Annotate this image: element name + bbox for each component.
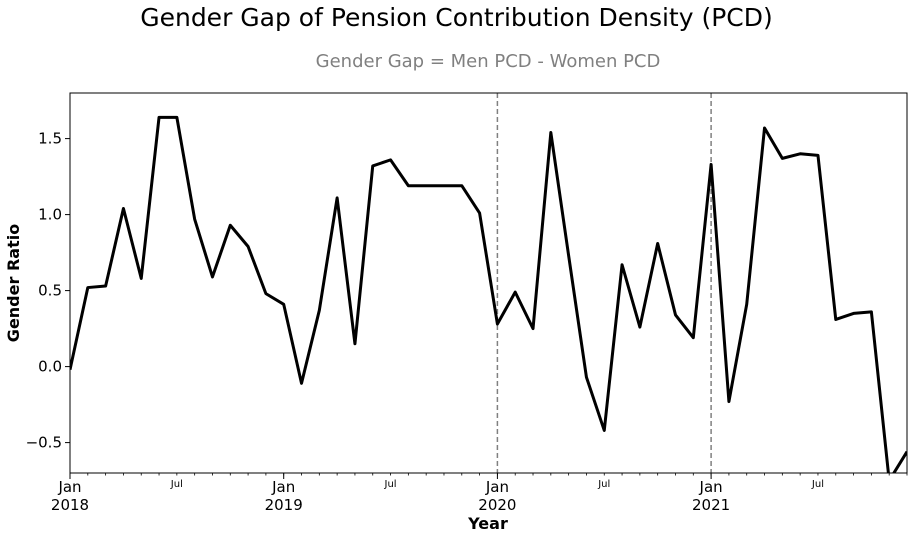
x-tick-month: Jan [57, 478, 81, 496]
y-axis-title: Gender Ratio [4, 224, 23, 342]
x-tick-year: 2021 [692, 496, 730, 514]
y-tick-label: 1.0 [38, 206, 62, 224]
chart-title: Gender Gap of Pension Contribution Densi… [140, 3, 773, 32]
reference-lines [496, 93, 712, 473]
y-tick-label: 1.5 [38, 130, 62, 148]
x-tick-month: Jan [271, 478, 295, 496]
series-layer [70, 115, 907, 473]
y-axis: −0.5 0.0 0.5 1.0 1.5 [26, 130, 70, 452]
x-tick-month: Jan [485, 478, 509, 496]
x-tick-year: 2018 [51, 496, 89, 514]
x-minor-label: Jul [811, 479, 824, 490]
x-minor-label: Jul [170, 479, 183, 490]
y-tick-label: 0.5 [38, 282, 62, 300]
x-tick-year: 2020 [478, 496, 516, 514]
y-tick-label: −0.5 [26, 434, 62, 452]
x-minor-label: Jul [384, 479, 397, 490]
x-axis-title: Year [467, 514, 508, 533]
x-minor-label: Jul [597, 479, 610, 490]
plot-frame [69, 92, 908, 474]
x-tick-month: Jan [699, 478, 723, 496]
chart-subtitle: Gender Gap = Men PCD - Women PCD [315, 51, 661, 72]
x-tick-year: 2019 [265, 496, 303, 514]
y-tick-label: 0.0 [38, 358, 62, 376]
series-line-0 [70, 115, 907, 473]
